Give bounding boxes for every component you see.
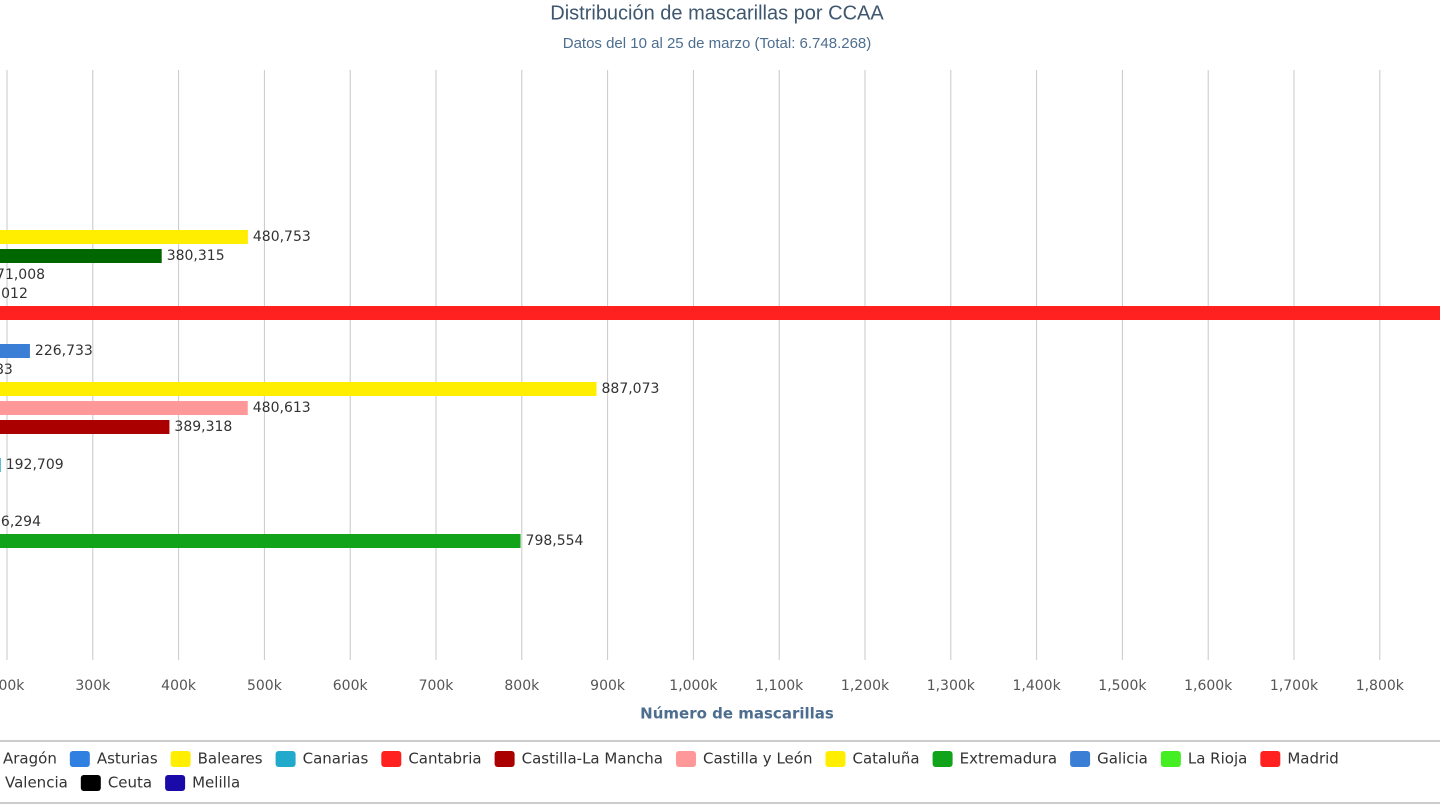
data-label: 798,554: [526, 533, 584, 549]
chart-subtitle: Datos del 10 al 25 de marzo (Total: 6.74…: [563, 35, 872, 52]
legend-label: Asturias: [97, 750, 158, 768]
x-tick-label: 1,400k: [1013, 678, 1062, 694]
x-tick-label: 700k: [419, 678, 455, 694]
data-label: 226,733: [35, 343, 93, 359]
bar: [0, 401, 248, 415]
data-label: 389,318: [174, 419, 232, 435]
bar: [0, 382, 597, 396]
legend-swatch: [1070, 751, 1091, 767]
legend-swatch: [170, 751, 191, 767]
legend-label: Madrid: [1287, 750, 1339, 768]
legend-label: Baleares: [198, 750, 263, 768]
x-tick-label: 1,500k: [1098, 678, 1147, 694]
legend-label: Galicia: [1097, 750, 1148, 768]
legend-swatch: [165, 775, 186, 791]
bar: [0, 344, 30, 358]
legend-label: Castilla y León: [703, 750, 812, 768]
bar: [0, 420, 170, 434]
data-label: 480,613: [253, 400, 311, 416]
legend-label: Aragón: [3, 750, 57, 768]
legend-label: La Rioja: [1188, 750, 1247, 768]
data-label: 133,483: [0, 362, 13, 378]
data-label: 380,315: [167, 248, 225, 264]
legend-label: Ceuta: [108, 774, 152, 792]
bar: [0, 306, 1440, 320]
legend-label: Castilla-La Mancha: [522, 750, 663, 768]
data-label: 171,008: [0, 267, 45, 283]
legend-swatch: [69, 751, 90, 767]
x-tick-label: 500k: [247, 678, 283, 694]
data-label: 887,073: [602, 381, 660, 397]
x-tick-label: 600k: [333, 678, 369, 694]
bar: [0, 230, 248, 244]
legend-label: Valencia: [5, 774, 68, 792]
x-tick-label: 400k: [161, 678, 197, 694]
legend-swatch: [932, 751, 953, 767]
x-axis-label: Número de mascarillas: [640, 705, 834, 723]
bar: [0, 534, 521, 548]
x-tick-label: 1,200k: [841, 678, 890, 694]
legend-swatch: [494, 751, 515, 767]
legend-label: Extremadura: [960, 750, 1058, 768]
legend-swatch: [381, 751, 402, 767]
x-tick-label: 900k: [590, 678, 626, 694]
legend-label: Cantabria: [408, 750, 481, 768]
legend-swatch: [1260, 751, 1281, 767]
legend-label: Melilla: [192, 774, 240, 792]
legend-swatch: [825, 751, 846, 767]
x-tick-label: 1,100k: [755, 678, 804, 694]
bar: [0, 249, 162, 263]
x-tick-label: 1,700k: [1270, 678, 1319, 694]
legend-swatch: [675, 751, 696, 767]
data-label: 166,294: [0, 514, 41, 530]
x-tick-label: 1,600k: [1184, 678, 1233, 694]
x-tick-label: 300k: [75, 678, 111, 694]
x-tick-label: 1,800k: [1356, 678, 1405, 694]
data-label: 192,709: [6, 457, 64, 473]
legend-swatch: [275, 751, 296, 767]
data-label: 480,753: [253, 229, 311, 245]
bar: [0, 458, 1, 472]
x-tick-label: 1,000k: [669, 678, 718, 694]
x-tick-label: 200k: [0, 678, 25, 694]
x-tick-label: 1,300k: [927, 678, 976, 694]
chart-title: Distribución de mascarillas por CCAA: [550, 2, 884, 24]
legend-label: Cataluña: [852, 750, 919, 768]
legend-label: Canarias: [303, 750, 369, 768]
legend-swatch: [1160, 751, 1181, 767]
legend-swatch: [80, 775, 101, 791]
x-tick-label: 800k: [504, 678, 540, 694]
data-label: 151,012: [0, 286, 28, 302]
